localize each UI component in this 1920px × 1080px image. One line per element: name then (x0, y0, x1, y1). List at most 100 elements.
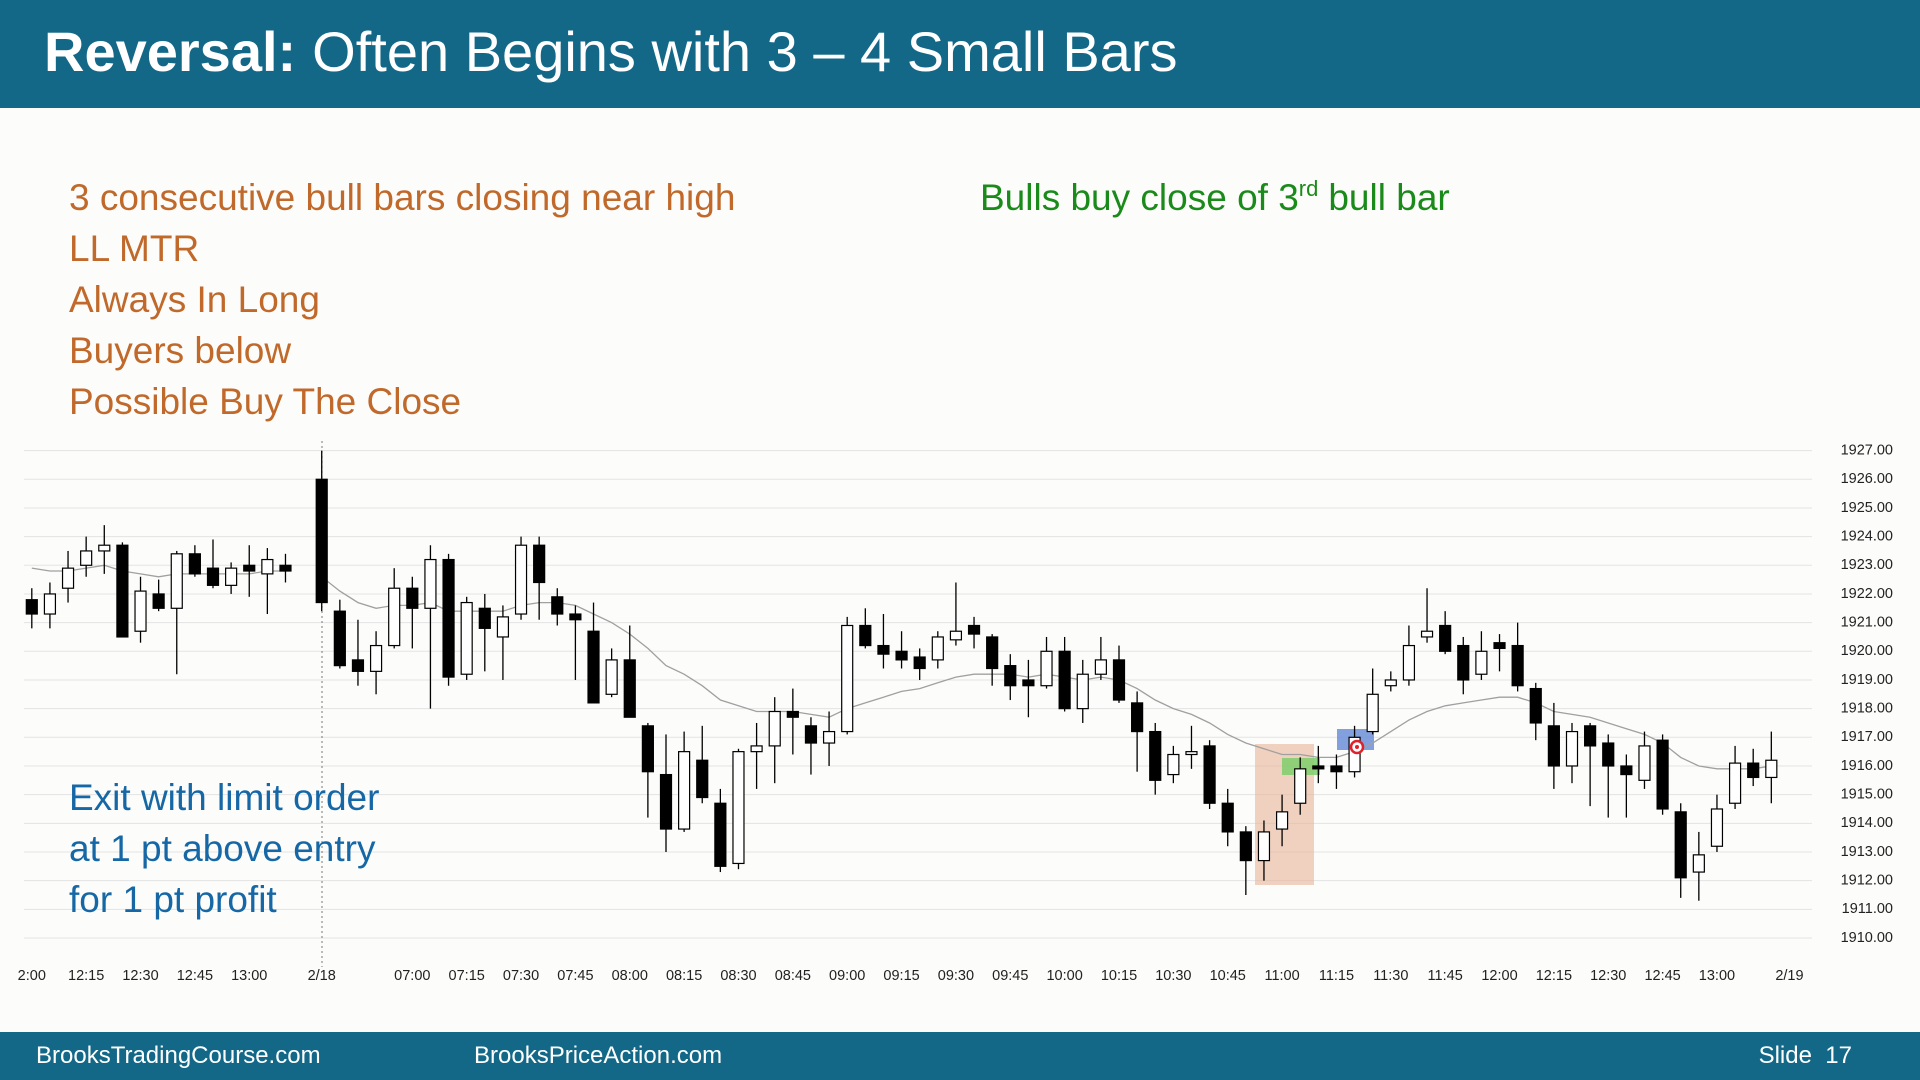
chart: 1910.00 1911.00 1912.00 1913.00 1914.00 1915.… (18, 441, 1893, 984)
x-tick-label: 12:15 (1536, 968, 1572, 984)
entry-sup: rd (1298, 176, 1319, 201)
bear-body (243, 564, 256, 572)
exit-notes: Exit with limit order at 1 pt above entry… (69, 772, 379, 925)
entry-text-end: bull bar (1328, 177, 1450, 218)
bear-body (478, 607, 491, 629)
bull-body (496, 616, 510, 638)
title-rest: Often Begins with 3 – 4 Small Bars (312, 20, 1178, 83)
x-tick-label: 07:30 (503, 968, 539, 984)
bear-body (1674, 811, 1687, 879)
y-tick-label: 1916.00 (1841, 758, 1893, 774)
entry-zone (1282, 758, 1320, 775)
y-tick-label: 1921.00 (1841, 614, 1893, 630)
x-tick-label: 09:30 (938, 968, 974, 984)
x-tick-label: 11:45 (1428, 968, 1463, 984)
bull-body (841, 624, 854, 733)
bear-body (279, 564, 292, 572)
bear-body (623, 659, 636, 718)
bear-body (569, 613, 582, 621)
x-tick-label: 12:30 (122, 968, 158, 984)
bear-body (1511, 644, 1524, 687)
x-tick-label: 08:00 (612, 968, 648, 984)
bear-body (659, 773, 673, 830)
bear-body (913, 656, 926, 670)
bull-body (1294, 768, 1307, 804)
bear-body (1547, 725, 1560, 767)
bull-body (134, 590, 147, 632)
x-tick-label: 11:30 (1373, 968, 1408, 984)
bear-body (315, 478, 328, 604)
x-tick-label: 08:45 (775, 968, 811, 984)
setup-line: Buyers below (69, 330, 292, 371)
x-tick-label: 11:00 (1264, 968, 1299, 984)
x-tick-label: 11:15 (1319, 968, 1354, 984)
setup-line: 3 consecutive bull bars closing near hig… (69, 177, 736, 218)
bear-body (714, 802, 727, 867)
y-tick-label: 1925.00 (1841, 500, 1893, 516)
footer-site: BrooksPriceAction.com (474, 1042, 723, 1069)
x-tick-label: 10:45 (1210, 968, 1246, 984)
bull-body (43, 593, 57, 615)
x-tick-label: 12:45 (1644, 968, 1680, 984)
x-tick-label: 12:15 (68, 968, 104, 984)
bull-body (80, 550, 93, 566)
bull-body (388, 587, 401, 647)
bull-body (1167, 753, 1180, 776)
bear-body (1131, 702, 1144, 733)
bull-body (931, 636, 944, 661)
y-tick-label: 1914.00 (1841, 815, 1893, 831)
y-tick-label: 1923.00 (1841, 557, 1893, 573)
header-bar: Reversal: Often Begins with 3 – 4 Small B… (0, 0, 1920, 108)
bear-body (1602, 742, 1615, 767)
bull-body (1275, 811, 1289, 830)
exit-line: Exit with limit order (69, 777, 380, 818)
bear-body (152, 593, 165, 609)
x-tick-label: 07:45 (557, 968, 593, 984)
y-tick-label: 1918.00 (1841, 700, 1893, 716)
x-tick-label: 2/18 (308, 968, 336, 984)
title-bold: Reversal: (44, 20, 297, 83)
bear-body (1330, 765, 1343, 773)
x-tick-label: 10:15 (1101, 968, 1137, 984)
x-tick-label: 2/19 (1775, 968, 1803, 984)
bear-body (1529, 687, 1542, 724)
bear-body (1312, 765, 1325, 770)
bear-body (406, 587, 419, 609)
bull-body (678, 751, 691, 830)
bull-body (1185, 751, 1198, 756)
slide-number: Slide 17 (1758, 1042, 1852, 1069)
bear-body (786, 710, 799, 718)
x-tick-label: 10:00 (1046, 968, 1082, 984)
bull-body (225, 567, 238, 586)
x-tick-label: 13:00 (231, 968, 267, 984)
bear-body (1620, 765, 1633, 776)
y-tick-label: 1910.00 (1841, 930, 1893, 946)
bull-body (424, 558, 437, 609)
bull-body (949, 630, 963, 641)
bear-body (877, 644, 890, 655)
candles (25, 450, 1778, 901)
x-tick-label: 12:30 (1590, 968, 1626, 984)
bull-body (1040, 650, 1053, 687)
fill-marker-dot (1355, 745, 1359, 749)
y-tick-label: 1915.00 (1841, 786, 1893, 802)
bear-body (1584, 725, 1597, 747)
bull-body (1420, 630, 1434, 638)
y-tick-label: 1926.00 (1841, 471, 1893, 487)
x-tick-label: 07:00 (394, 968, 430, 984)
bull-body (1638, 745, 1651, 781)
bull-body (732, 751, 745, 865)
bull-body (98, 544, 111, 552)
bear-body (1022, 679, 1035, 687)
bear-body (333, 610, 346, 667)
y-tick-label: 1917.00 (1841, 729, 1893, 745)
bear-body (1112, 659, 1126, 701)
bear-body (25, 599, 38, 615)
x-tick-label: 09:45 (992, 968, 1028, 984)
y-tick-label: 1920.00 (1841, 643, 1893, 659)
bull-body (1257, 831, 1271, 862)
x-tick-label: 2:00 (18, 968, 46, 984)
x-tick-label: 08:30 (720, 968, 756, 984)
bear-body (859, 624, 872, 647)
bull-body (1384, 679, 1397, 687)
